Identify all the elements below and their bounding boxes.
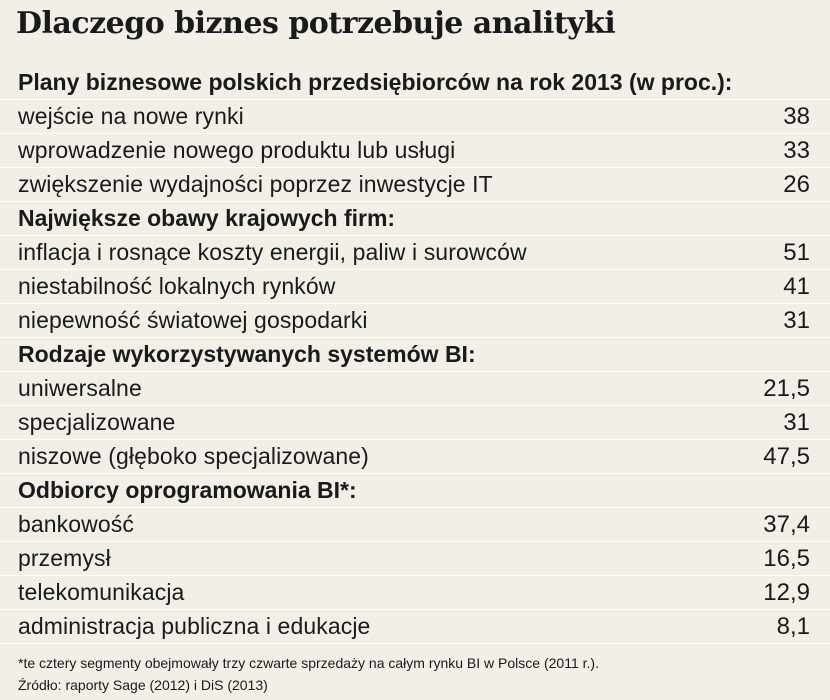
- row-value: 16,5: [763, 544, 810, 572]
- row-value: 47,5: [763, 442, 810, 470]
- row-label: zwiększenie wydajności poprzez inwestycj…: [18, 171, 493, 197]
- row-value: 51: [783, 238, 810, 266]
- section-header: Plany biznesowe polskich przedsiębiorców…: [0, 66, 830, 100]
- row-label: niestabilność lokalnych rynków: [18, 273, 336, 299]
- page-title: Dlaczego biznes potrzebuje analityki: [16, 6, 616, 41]
- row-value: 21,5: [763, 374, 810, 402]
- row-value: 38: [783, 102, 810, 130]
- section-header-label: Rodzaje wykorzystywanych systemów BI:: [18, 341, 476, 367]
- data-table: Plany biznesowe polskich przedsiębiorców…: [0, 66, 830, 644]
- table-row: przemysł 16,5: [0, 542, 830, 576]
- table-row: niszowe (głęboko specjalizowane) 47,5: [0, 440, 830, 474]
- section-header-label: Odbiorcy oprogramowania BI*:: [18, 477, 357, 503]
- footnote-note: *te cztery segmenty obejmowały trzy czwa…: [18, 655, 599, 671]
- row-value: 33: [783, 136, 810, 164]
- row-label: inflacja i rosnące koszty energii, paliw…: [18, 239, 527, 265]
- row-label: uniwersalne: [18, 375, 142, 401]
- row-value: 31: [783, 408, 810, 436]
- row-value: 8,1: [776, 612, 810, 640]
- table-row: wejście na nowe rynki 38: [0, 100, 830, 134]
- footnotes: *te cztery segmenty obejmowały trzy czwa…: [18, 652, 599, 696]
- row-label: przemysł: [18, 545, 111, 571]
- table-row: administracja publiczna i edukacje 8,1: [0, 610, 830, 644]
- row-label: niepewność światowej gospodarki: [18, 307, 368, 333]
- row-value: 31: [783, 306, 810, 334]
- footnote-source: Źródło: raporty Sage (2012) i DiS (2013): [18, 677, 268, 693]
- row-value: 12,9: [763, 578, 810, 606]
- section-header: Największe obawy krajowych firm:: [0, 202, 830, 236]
- section-header: Rodzaje wykorzystywanych systemów BI:: [0, 338, 830, 372]
- row-label: wprowadzenie nowego produktu lub usługi: [18, 137, 456, 163]
- table-row: uniwersalne 21,5: [0, 372, 830, 406]
- row-value: 37,4: [763, 510, 810, 538]
- section-header-label: Największe obawy krajowych firm:: [18, 205, 396, 231]
- table-row: zwiększenie wydajności poprzez inwestycj…: [0, 168, 830, 202]
- table-row: wprowadzenie nowego produktu lub usługi 3…: [0, 134, 830, 168]
- row-label: niszowe (głęboko specjalizowane): [18, 443, 369, 469]
- row-label: bankowość: [18, 511, 134, 537]
- section-header-label: Plany biznesowe polskich przedsiębiorców…: [18, 69, 733, 95]
- table-row: specjalizowane 31: [0, 406, 830, 440]
- table-row: inflacja i rosnące koszty energii, paliw…: [0, 236, 830, 270]
- table-row: bankowość 37,4: [0, 508, 830, 542]
- row-label: wejście na nowe rynki: [18, 103, 244, 129]
- row-value: 26: [783, 170, 810, 198]
- table-row: telekomunikacja 12,9: [0, 576, 830, 610]
- section-header: Odbiorcy oprogramowania BI*:: [0, 474, 830, 508]
- table-row: niestabilność lokalnych rynków 41: [0, 270, 830, 304]
- row-label: administracja publiczna i edukacje: [18, 613, 371, 639]
- table-row: niepewność światowej gospodarki 31: [0, 304, 830, 338]
- row-value: 41: [783, 272, 810, 300]
- row-label: specjalizowane: [18, 409, 176, 435]
- row-label: telekomunikacja: [18, 579, 185, 605]
